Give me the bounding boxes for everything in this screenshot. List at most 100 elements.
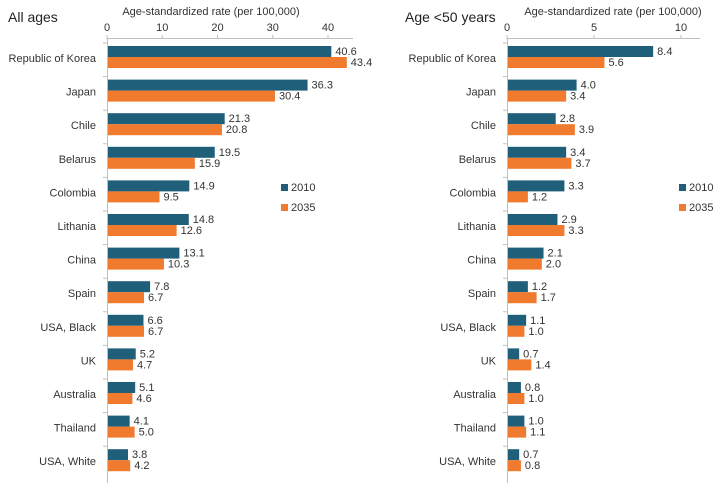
bar-2010 xyxy=(508,79,577,91)
category-label: Colombia xyxy=(50,187,97,199)
bar-2010 xyxy=(108,415,130,427)
category-label: China xyxy=(67,255,97,267)
data-label: 5.0 xyxy=(139,427,154,439)
data-label: 4.7 xyxy=(137,359,152,371)
category-label: UK xyxy=(481,355,497,367)
bar-2035 xyxy=(508,460,521,472)
category-label: Australia xyxy=(453,389,497,401)
bar-2035 xyxy=(508,124,575,136)
data-label: 1.2 xyxy=(532,191,547,203)
bar-2035 xyxy=(508,292,537,304)
category-label: Belarus xyxy=(59,154,97,166)
data-label: 0.8 xyxy=(525,460,540,472)
data-label: 1.0 xyxy=(528,393,543,405)
bar-2010 xyxy=(108,281,151,293)
bar-2010 xyxy=(108,146,215,158)
category-label: Chile xyxy=(71,120,96,132)
data-label: 14.9 xyxy=(193,180,214,192)
bar-2010 xyxy=(108,314,144,326)
data-label: 1.1 xyxy=(530,315,545,327)
chart-title: All ages xyxy=(8,9,58,25)
data-label: 1.2 xyxy=(532,281,547,293)
bar-2035 xyxy=(508,157,572,169)
data-label: 1.1 xyxy=(530,427,545,439)
chart-panel-right: Age <50 years Age-standardized rate (per … xyxy=(405,6,713,483)
bar-2035 xyxy=(108,258,164,270)
bar-2035 xyxy=(508,393,525,404)
data-label: 4.2 xyxy=(134,460,149,472)
bar-2010 xyxy=(508,247,544,259)
data-label: 1.0 xyxy=(528,326,543,338)
x-tick-label: 0 xyxy=(504,22,510,34)
data-label: 3.7 xyxy=(575,158,590,170)
bar-2035 xyxy=(108,292,145,304)
category-label: Japan xyxy=(66,87,96,99)
x-tick-label: 10 xyxy=(675,22,687,34)
data-label: 7.8 xyxy=(154,281,169,293)
bar-2035 xyxy=(108,90,275,102)
bar-2010 xyxy=(508,415,525,427)
data-label: 3.3 xyxy=(568,180,583,192)
data-label: 10.3 xyxy=(168,259,189,271)
data-label: 19.5 xyxy=(219,147,240,159)
category-label: Spain xyxy=(468,288,496,300)
bar-2035 xyxy=(508,359,532,371)
data-label: 2.9 xyxy=(561,214,576,226)
category-label: UK xyxy=(81,355,97,367)
data-label: 1.4 xyxy=(535,359,550,371)
bar-2035 xyxy=(108,225,177,236)
bar-2010 xyxy=(508,146,567,158)
bar-2035 xyxy=(508,191,528,203)
data-label: 6.6 xyxy=(147,315,162,327)
data-label: 2.8 xyxy=(560,113,575,125)
data-label: 13.1 xyxy=(183,248,204,260)
bar-2010 xyxy=(508,314,527,326)
category-label: Lithania xyxy=(457,221,496,233)
category-label: Thailand xyxy=(454,423,496,435)
data-label: 3.4 xyxy=(570,91,585,103)
data-label: 9.5 xyxy=(163,191,178,203)
x-axis-label: Age-standardized rate (per 100,000) xyxy=(524,6,701,18)
bar-2035 xyxy=(108,57,347,68)
data-label: 1.0 xyxy=(528,416,543,428)
bar-2010 xyxy=(108,79,308,91)
bar-2035 xyxy=(108,325,145,337)
data-label: 30.4 xyxy=(279,91,300,103)
data-label: 14.8 xyxy=(193,214,214,226)
legend-label: 2035 xyxy=(291,202,315,214)
bar-2010 xyxy=(108,382,136,393)
category-label: Japan xyxy=(466,87,496,99)
bar-2010 xyxy=(508,281,528,293)
x-tick-label: 5 xyxy=(591,22,597,34)
bar-2010 xyxy=(108,46,332,57)
bar-2010 xyxy=(108,348,136,360)
chart-panel-left: All ages Age-standardized rate (per 100,0… xyxy=(8,6,372,483)
data-label: 0.7 xyxy=(523,348,538,360)
data-label: 3.8 xyxy=(132,449,147,461)
data-label: 0.7 xyxy=(523,449,538,461)
bar-2035 xyxy=(508,225,565,236)
bar-2035 xyxy=(108,157,195,169)
data-label: 15.9 xyxy=(199,158,220,170)
legend-swatch-2035 xyxy=(679,204,686,211)
chart-title: Age <50 years xyxy=(405,9,496,25)
bar-2010 xyxy=(508,382,521,393)
legend-swatch-2035 xyxy=(281,204,288,211)
data-label: 5.1 xyxy=(139,382,154,394)
bar-2035 xyxy=(108,191,160,203)
data-label: 3.3 xyxy=(568,225,583,237)
data-label: 2.0 xyxy=(546,259,561,271)
x-axis-label: Age-standardized rate (per 100,000) xyxy=(122,6,299,18)
data-label: 5.6 xyxy=(608,57,623,69)
bar-2035 xyxy=(108,426,135,438)
data-label: 1.7 xyxy=(541,292,556,304)
bar-2035 xyxy=(108,460,131,472)
data-label: 2.1 xyxy=(548,248,563,260)
bar-2010 xyxy=(108,180,190,192)
bar-2010 xyxy=(508,113,556,125)
legend-label: 2010 xyxy=(689,182,713,194)
category-label: Spain xyxy=(68,288,96,300)
category-label: Chile xyxy=(471,120,496,132)
bar-2010 xyxy=(108,214,189,225)
